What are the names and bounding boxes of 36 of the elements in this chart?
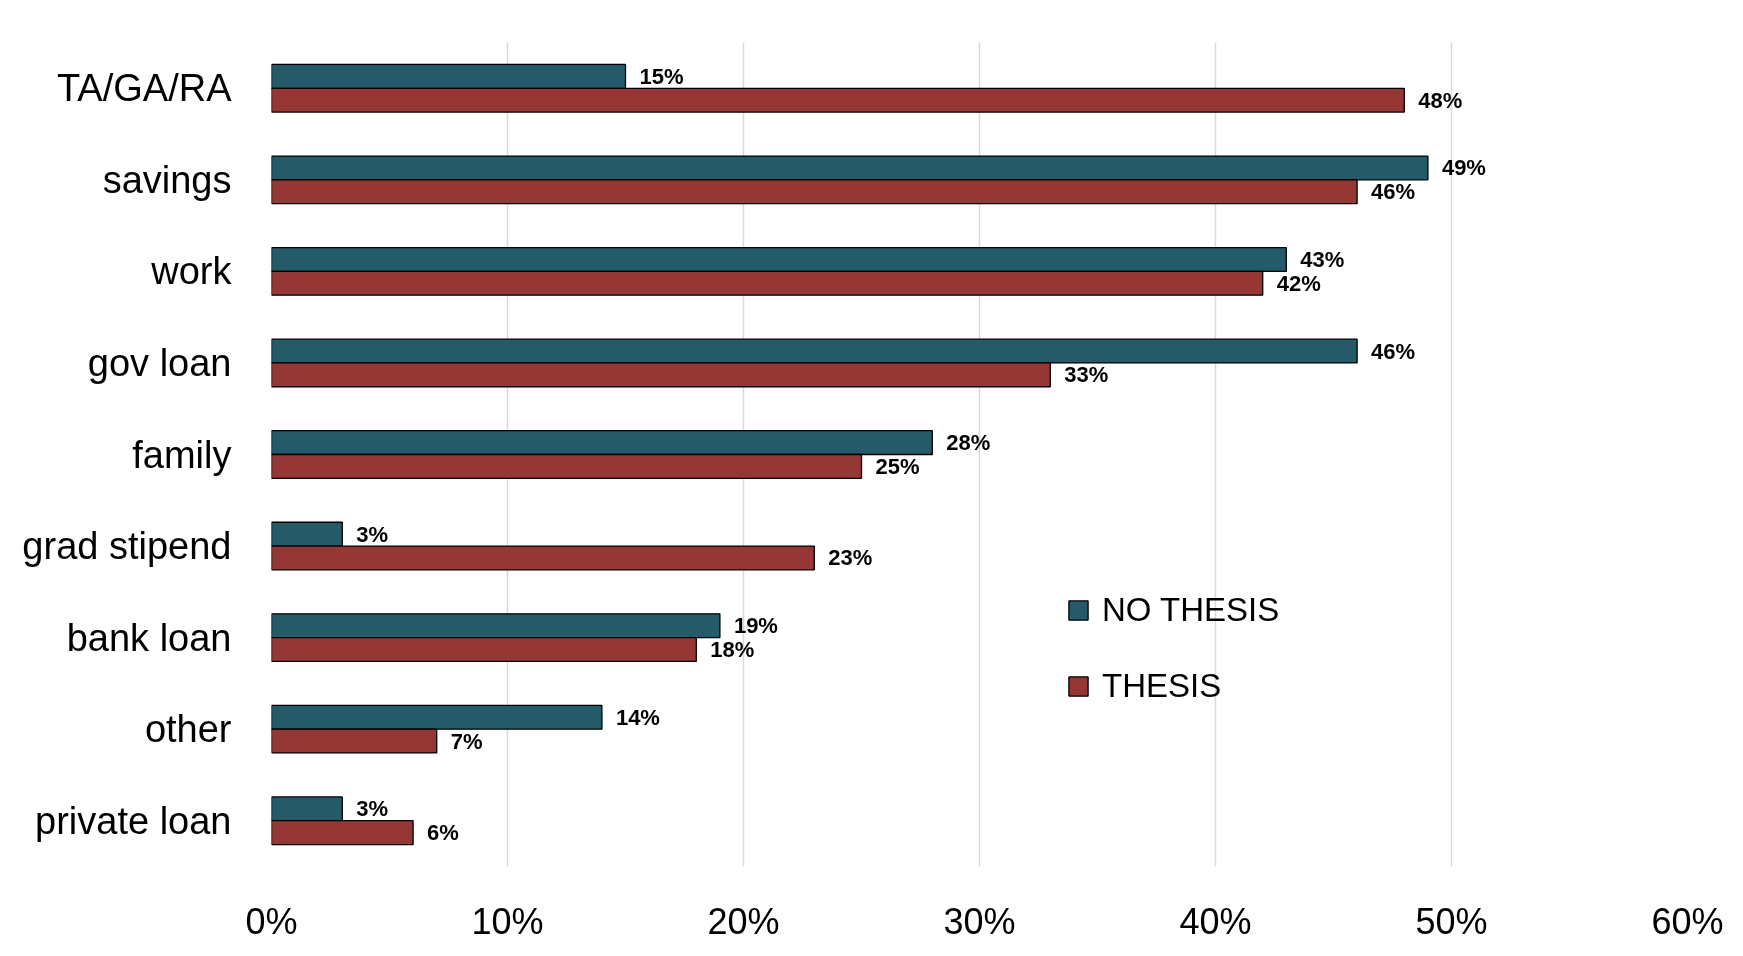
y-tick-label: TA/GA/RA (56, 67, 233, 110)
data-label: 3% (356, 521, 389, 547)
legend-label: THESIS (1102, 666, 1222, 706)
x-tick-label: 60% (1651, 900, 1724, 942)
y-tick-label: grad stipend (22, 525, 232, 568)
y-tick-label: work (150, 250, 233, 293)
data-label: 6% (427, 820, 459, 846)
data-label: 46% (1371, 338, 1416, 364)
y-tick-label: other (144, 708, 232, 751)
x-tick-label: 50% (1415, 900, 1488, 942)
data-label: 25% (875, 453, 920, 479)
x-tick-label: 0% (245, 900, 298, 942)
data-label: 18% (710, 637, 755, 663)
data-label: 23% (828, 545, 873, 571)
x-tick-label: 40% (1179, 900, 1252, 942)
data-label: 19% (733, 613, 778, 639)
data-label: 48% (1418, 87, 1463, 113)
y-tick-label: private loan (35, 799, 232, 842)
x-tick-label: 10% (471, 900, 544, 942)
data-label: 33% (1064, 362, 1109, 388)
legend-label: NO THESIS (1102, 590, 1280, 630)
data-label: 43% (1300, 246, 1345, 272)
x-tick-label: 30% (943, 900, 1016, 942)
data-label: 28% (946, 430, 991, 456)
data-label: 14% (615, 704, 660, 730)
y-tick-label: gov loan (87, 341, 232, 384)
y-tick-label: bank loan (66, 616, 232, 659)
y-tick-label: savings (102, 158, 232, 201)
data-label: 46% (1371, 179, 1416, 205)
data-label: 42% (1276, 270, 1321, 296)
data-label: 7% (450, 728, 483, 754)
y-tick-label: family (132, 433, 232, 476)
x-tick-label: 20% (707, 900, 780, 942)
data-label: 15% (639, 63, 684, 89)
data-label: 3% (356, 796, 389, 822)
data-label: 49% (1441, 155, 1486, 181)
